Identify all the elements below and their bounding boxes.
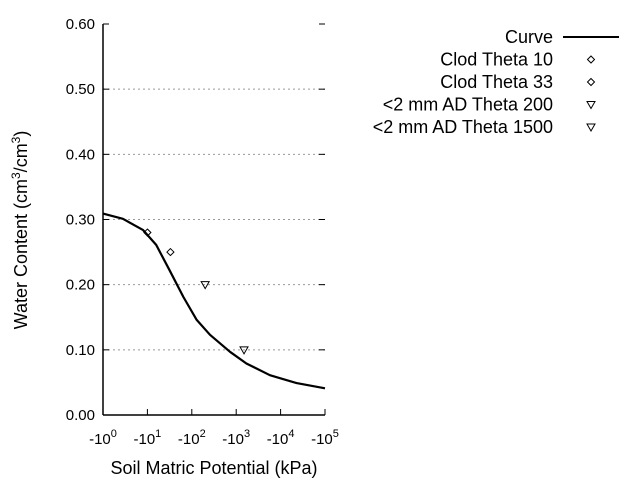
legend-marker-triangle-down: [586, 123, 596, 133]
legend-label: <2 mm AD Theta 200: [383, 95, 553, 115]
y-tick-label: 0.60: [66, 16, 95, 33]
y-tick-label: 0.50: [66, 81, 95, 98]
legend-label: Clod Theta 33: [440, 72, 553, 92]
legend-label: Curve: [505, 27, 553, 47]
y-tick-label: 0.20: [66, 277, 95, 294]
data-point-diamond: [166, 247, 175, 257]
x-axis-label: Soil Matric Potential (kPa): [110, 458, 317, 478]
x-tick-label: -103: [222, 428, 250, 448]
curve-line: [102, 212, 326, 390]
legend-marker-diamond: [586, 77, 596, 87]
grid: [103, 88, 325, 351]
x-tick-label: -102: [178, 428, 206, 448]
legend-marker-triangle-down: [586, 101, 596, 110]
data-point-diamond: [143, 228, 152, 237]
x-tick-label: -105: [311, 428, 339, 448]
y-axis-label: Water Content (cm3/cm3): [9, 131, 31, 330]
data-point-triangle-down: [239, 346, 249, 355]
x-tick-labels: -100 -101 -102 -103 -104 -105: [89, 428, 339, 448]
legend-label: Clod Theta 10: [440, 50, 553, 70]
y-tick-label: 0.40: [66, 146, 95, 163]
y-tick-label: 0.10: [66, 342, 95, 359]
legend-label: <2 mm AD Theta 1500: [373, 117, 553, 137]
y-tick-label: 0.30: [66, 212, 95, 229]
x-tick-label: -100: [89, 428, 117, 448]
y-tick-label: 0.00: [66, 407, 95, 424]
x-tick-label: -101: [133, 428, 161, 448]
x-tick-label: -104: [267, 428, 295, 448]
axes: [102, 23, 326, 416]
data-point-triangle-down: [200, 281, 211, 290]
legend-marker-diamond: [586, 55, 596, 64]
y-tick-labels: 0.00 0.10 0.20 0.30 0.40 0.50 0.60: [66, 16, 95, 424]
series-marks: [102, 212, 326, 390]
